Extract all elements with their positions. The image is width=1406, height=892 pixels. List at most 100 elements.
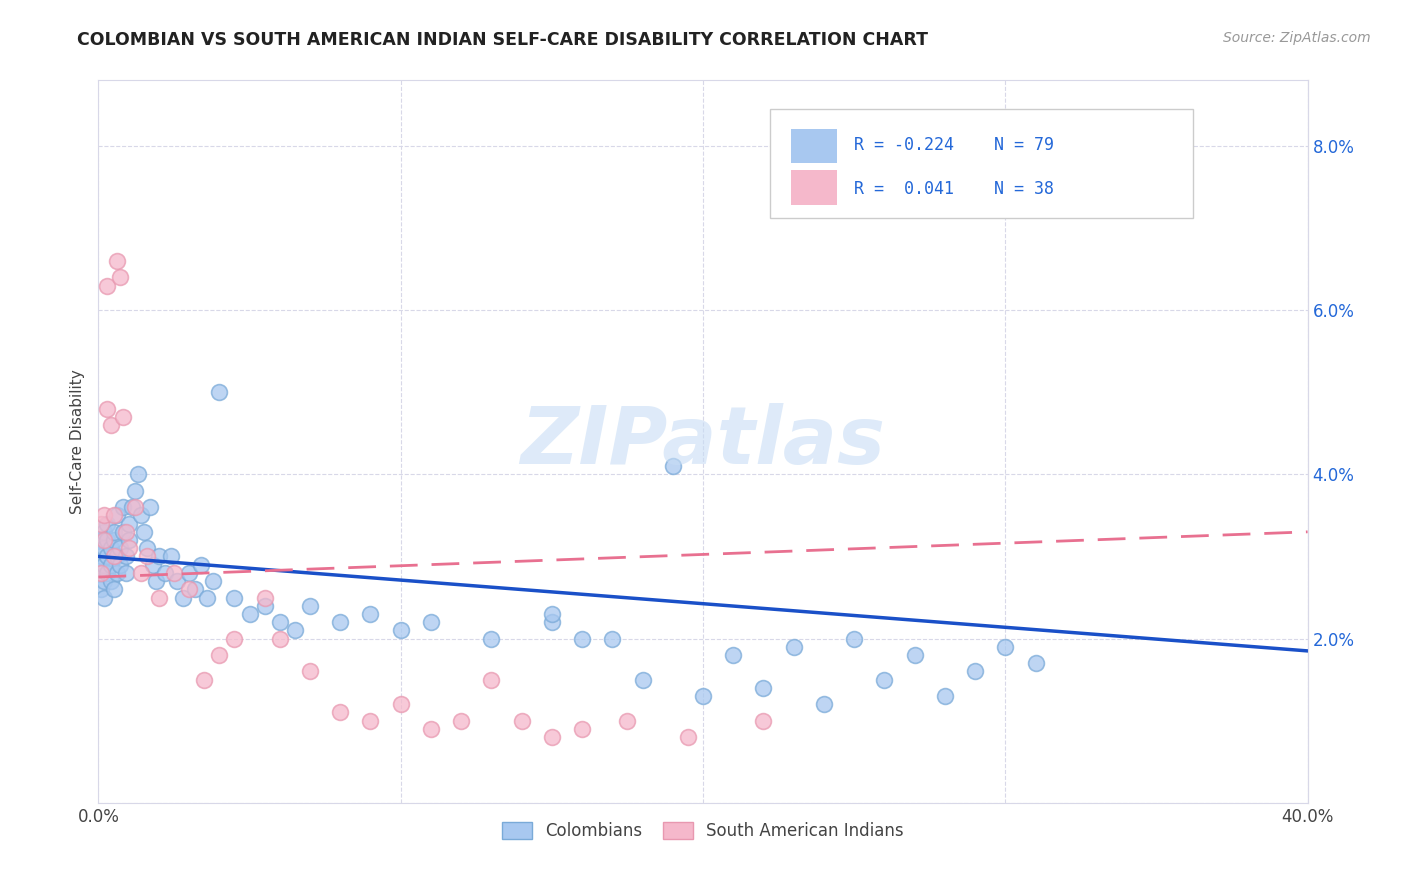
Point — [96, 516, 118, 531]
Point — [179, 582, 201, 597]
FancyBboxPatch shape — [769, 109, 1192, 218]
Point — [1024, 657, 1046, 671]
Point — [124, 483, 146, 498]
Point — [114, 524, 136, 539]
Point — [676, 730, 699, 744]
Point — [163, 566, 186, 580]
Point — [661, 459, 683, 474]
Point — [105, 549, 128, 564]
Point — [450, 714, 472, 728]
Point — [114, 549, 136, 564]
Point — [93, 508, 115, 523]
Point — [135, 541, 157, 556]
Text: COLOMBIAN VS SOUTH AMERICAN INDIAN SELF-CARE DISABILITY CORRELATION CHART: COLOMBIAN VS SOUTH AMERICAN INDIAN SELF-… — [77, 31, 928, 49]
Point — [111, 409, 134, 424]
Point — [96, 401, 118, 416]
Point — [360, 714, 382, 728]
Point — [105, 508, 128, 523]
Point — [129, 508, 152, 523]
Point — [100, 574, 122, 588]
Point — [172, 591, 194, 605]
Point — [139, 500, 162, 515]
Point — [160, 549, 183, 564]
Point — [145, 574, 167, 588]
Point — [93, 558, 115, 572]
Point — [93, 574, 115, 588]
Point — [96, 278, 118, 293]
Point — [269, 615, 291, 630]
Bar — [792, 128, 837, 163]
Point — [90, 566, 112, 580]
Text: ZIPatlas: ZIPatlas — [520, 402, 886, 481]
Point — [571, 632, 593, 646]
Point — [100, 418, 122, 433]
Point — [844, 632, 866, 646]
Point — [114, 566, 136, 580]
Point — [100, 558, 122, 572]
Point — [103, 582, 125, 597]
Point — [90, 566, 112, 580]
Point — [103, 533, 125, 547]
Point — [616, 714, 638, 728]
Point — [631, 673, 654, 687]
Point — [239, 607, 262, 621]
Point — [994, 640, 1017, 654]
Point — [965, 665, 987, 679]
Point — [90, 549, 112, 564]
Point — [904, 648, 927, 662]
Point — [202, 574, 225, 588]
Point — [602, 632, 624, 646]
Point — [103, 524, 125, 539]
Point — [93, 541, 115, 556]
Point — [934, 689, 956, 703]
Point — [224, 632, 246, 646]
Point — [420, 722, 443, 736]
Bar — [792, 169, 837, 204]
Point — [103, 508, 125, 523]
Point — [90, 582, 112, 597]
Point — [224, 591, 246, 605]
Point — [510, 714, 533, 728]
Point — [184, 582, 207, 597]
Point — [93, 591, 115, 605]
Point — [135, 549, 157, 564]
Point — [90, 516, 112, 531]
Point — [179, 566, 201, 580]
Point — [540, 607, 562, 621]
Point — [96, 566, 118, 580]
Point — [481, 673, 503, 687]
Point — [481, 632, 503, 646]
Point — [253, 591, 276, 605]
Point — [93, 524, 115, 539]
Point — [540, 615, 562, 630]
Point — [105, 253, 128, 268]
Point — [813, 698, 835, 712]
Point — [420, 615, 443, 630]
Point — [571, 722, 593, 736]
Point — [783, 640, 806, 654]
Point — [118, 516, 141, 531]
Point — [142, 558, 165, 572]
Text: R = -0.224    N = 79: R = -0.224 N = 79 — [855, 136, 1054, 154]
Point — [111, 500, 134, 515]
Point — [208, 648, 231, 662]
Point — [124, 500, 146, 515]
Point — [90, 533, 112, 547]
Point — [299, 599, 322, 613]
Point — [93, 533, 115, 547]
Point — [96, 533, 118, 547]
Point — [193, 673, 215, 687]
Point — [108, 270, 131, 285]
Point — [96, 549, 118, 564]
Point — [105, 566, 128, 580]
Point — [127, 467, 149, 482]
Point — [148, 591, 170, 605]
Point — [118, 541, 141, 556]
Point — [195, 591, 218, 605]
Point — [360, 607, 382, 621]
Point — [389, 624, 412, 638]
Point — [329, 615, 352, 630]
Point — [118, 533, 141, 547]
Point — [269, 632, 291, 646]
Point — [253, 599, 276, 613]
